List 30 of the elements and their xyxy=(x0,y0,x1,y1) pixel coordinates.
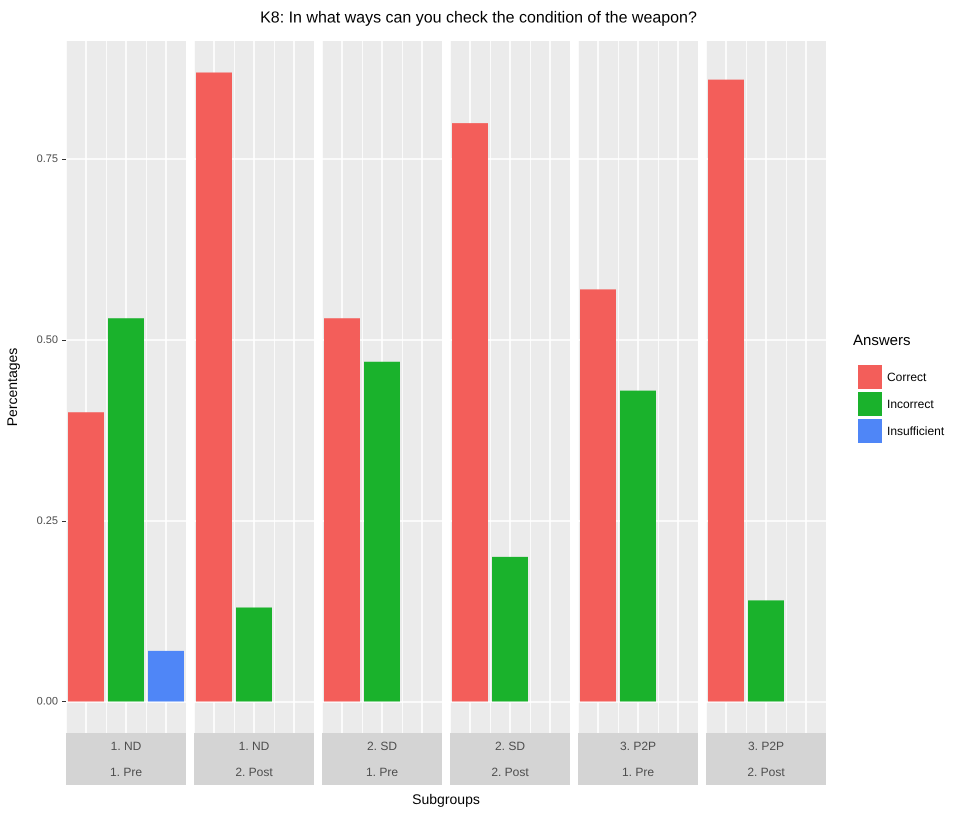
x-tick-label: 2. SD 1. Pre xyxy=(366,739,398,779)
x-tick-label: 2. SD 2. Post xyxy=(491,739,530,779)
bar xyxy=(108,318,144,702)
bar xyxy=(452,123,488,702)
x-tick-label: 1. ND 2. Post xyxy=(235,739,274,779)
bar xyxy=(236,608,272,702)
x-tick-label: 1. ND 1. Pre xyxy=(110,739,142,779)
legend-label: Correct xyxy=(887,370,928,384)
bar xyxy=(196,72,232,702)
x-tick-label: 3. P2P 2. Post xyxy=(747,739,786,779)
bar xyxy=(580,289,616,702)
bar xyxy=(324,318,360,702)
y-tick-label: 0.50 xyxy=(36,334,58,346)
chart-title: K8: In what ways can you check the condition of the weapon? xyxy=(260,10,697,26)
legend-title: Answers xyxy=(853,332,911,349)
x-tick-label: 3. P2P 1. Pre xyxy=(620,739,656,779)
y-axis-title: Percentages xyxy=(4,348,20,426)
bar xyxy=(708,80,744,702)
y-tick-label: 0.00 xyxy=(36,696,58,708)
y-tick-label: 0.25 xyxy=(36,514,58,527)
bar xyxy=(364,362,400,702)
x-axis-title: Subgroups xyxy=(412,791,480,807)
bar xyxy=(620,390,656,702)
legend-label: Incorrect xyxy=(887,397,934,411)
bar xyxy=(748,600,784,702)
bar xyxy=(68,412,104,702)
bar xyxy=(492,556,528,702)
y-tick-label: 0.75 xyxy=(36,153,58,166)
legend-label: Insufficient xyxy=(887,424,945,438)
bar xyxy=(148,650,184,702)
